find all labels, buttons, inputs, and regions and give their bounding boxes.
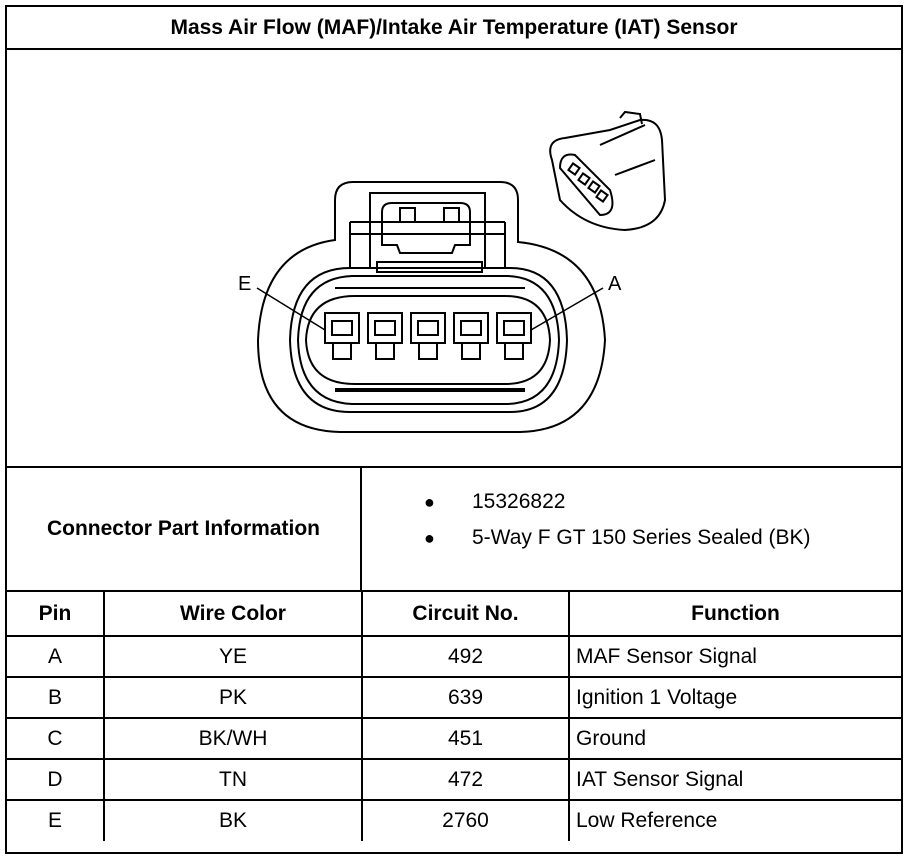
connector-isometric-view [549, 110, 667, 232]
header-function: Function [568, 592, 901, 637]
pin-label-e: E [238, 273, 251, 295]
pin-cavities [324, 312, 532, 360]
table-row: E BK 2760 Low Reference [7, 799, 901, 841]
page-title: Mass Air Flow (MAF)/Intake Air Temperatu… [7, 7, 901, 50]
connector-info-list: ● 15326822 ● 5-Way F GT 150 Series Sealed … [362, 484, 810, 556]
housing-outline [256, 181, 607, 433]
connector-sheet: Mass Air Flow (MAF)/Intake Air Temperatu… [5, 5, 903, 854]
table-row: D TN 472 IAT Sensor Signal [7, 758, 901, 801]
bullet-icon: ● [424, 527, 435, 548]
header-circuit-no: Circuit No. [361, 592, 570, 637]
table-row: C BK/WH 451 Ground [7, 717, 901, 760]
header-wire-color: Wire Color [103, 592, 363, 637]
table-header-row: Pin Wire Color Circuit No. Function [7, 592, 901, 637]
table-row: A YE 492 MAF Sensor Signal [7, 635, 901, 678]
connector-diagram: E A [7, 50, 901, 468]
pinout-table: Pin Wire Color Circuit No. Function A YE 4… [7, 592, 901, 841]
table-row: B PK 639 Ignition 1 Voltage [7, 676, 901, 719]
pin-label-a: A [608, 273, 622, 295]
connector-face-drawing: E A [238, 110, 667, 433]
list-item: ● 15326822 [362, 484, 810, 520]
header-pin: Pin [7, 592, 105, 637]
bullet-icon: ● [424, 491, 435, 512]
housing-inner-outline [288, 267, 569, 413]
connector-info-label: Connector Part Information [7, 468, 362, 590]
list-item: ● 5-Way F GT 150 Series Sealed (BK) [362, 520, 810, 556]
connector-part-info: Connector Part Information ● 15326822 ● 5-… [7, 468, 901, 592]
